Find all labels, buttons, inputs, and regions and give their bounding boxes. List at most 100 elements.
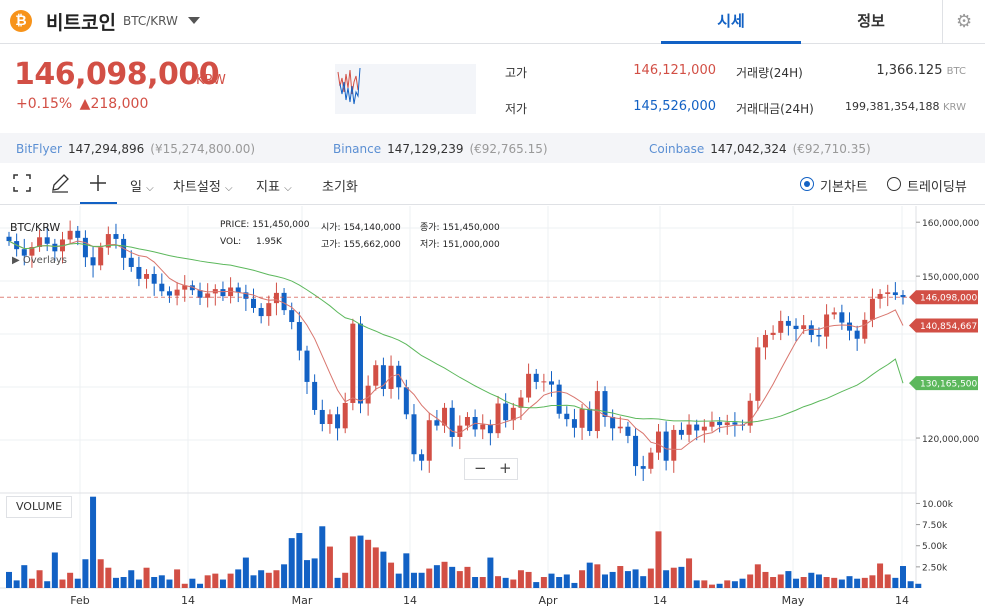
current-price: 146,098,000 [14, 57, 220, 92]
amount-value: 199,381,354,188 [845, 100, 940, 113]
candle-body [533, 373, 539, 382]
fullscreen-icon[interactable] [12, 171, 32, 195]
candle-body [793, 325, 799, 330]
volume-bar [410, 572, 417, 588]
candle-body [411, 414, 417, 455]
tradingview-radio[interactable] [887, 177, 901, 191]
volume-bar [456, 571, 463, 588]
exchange-name[interactable]: Binance [333, 142, 382, 156]
volume-bar [540, 577, 547, 588]
x-tick-label: 14 [653, 594, 667, 607]
volume-bar [135, 579, 142, 588]
volume-bar [181, 583, 188, 588]
indicators-dropdown[interactable]: 지표 ⌵ [256, 176, 292, 195]
basic-chart-radio[interactable] [800, 177, 814, 191]
chart-settings-label: 차트설정 [173, 180, 221, 195]
volume-bar [464, 566, 471, 588]
zoom-controls: − + [464, 458, 518, 480]
volume-bar [655, 531, 662, 588]
candle-body [29, 247, 35, 256]
change-amount: 218,000 [90, 96, 149, 112]
ohlc-vol: VOL: 1.95K [220, 237, 282, 247]
volume-bar [838, 579, 845, 588]
candle-body [6, 236, 12, 242]
volume-bar [265, 572, 272, 588]
ohlc-close-value: 151,450,000 [442, 223, 500, 233]
candle-body [633, 435, 639, 467]
volume-bar [36, 570, 43, 588]
volume-bar [846, 576, 853, 588]
price-chart[interactable]: 160,000,000 150,000,000 120,000,000 146,098… [0, 206, 985, 615]
chart-settings-dropdown[interactable]: 차트설정 ⌵ [173, 176, 233, 195]
exchange-coinbase: Coinbase 147,042,324 (€92,710.35) [649, 142, 871, 156]
ohlc-high-label: 고가: [321, 240, 341, 250]
candle-body [487, 424, 493, 434]
overlays-toggle[interactable]: ▶ Overlays [12, 255, 67, 266]
price-tag-ma-long-bg [909, 376, 978, 391]
exchange-price: 147,294,896 [67, 142, 145, 156]
volume-bar [800, 577, 807, 588]
candle-body [762, 334, 768, 348]
candle-body [266, 303, 272, 317]
pencil-icon[interactable] [49, 171, 71, 195]
volume-bar [777, 574, 784, 588]
ohlc-price-label: PRICE: [220, 220, 250, 230]
chevron-down-icon[interactable] [188, 17, 200, 24]
exchange-prices: BitFlyer 147,294,896 (¥15,274,800.00) Bina… [0, 133, 985, 163]
crosshair-tool[interactable] [80, 163, 117, 204]
reset-button[interactable]: 초기화 [322, 180, 358, 195]
coin-pair[interactable]: BTC/KRW [123, 14, 178, 28]
volume-bar [273, 570, 280, 588]
candle-body [495, 403, 501, 434]
volume-bar [533, 582, 540, 588]
volume-bar [227, 573, 234, 588]
volume-bar [487, 557, 494, 588]
candle-body [564, 413, 570, 420]
volume-bar [326, 546, 333, 588]
y-tick-label: 150,000,000 [922, 273, 980, 283]
volume-bar [319, 526, 326, 588]
candle-body [396, 365, 402, 388]
ohlc-low-value: 151,000,000 [442, 240, 500, 250]
period-label: 일 [130, 180, 142, 195]
coin-name[interactable]: 비트코인 [46, 12, 116, 34]
candle-body [67, 230, 73, 240]
candle-body [380, 365, 386, 389]
volume-bar [602, 574, 608, 588]
candle-body [21, 249, 27, 256]
candle-body [556, 384, 562, 414]
ohlc-low-label: 저가: [420, 240, 440, 250]
candle-body [434, 420, 440, 426]
volume-bar [13, 580, 20, 588]
period-dropdown[interactable]: 일 ⌵ [130, 176, 154, 195]
low-label: 저가 [505, 102, 528, 116]
volume-bar [365, 539, 372, 588]
volume-bar [861, 577, 868, 588]
volume-bar [418, 572, 425, 588]
change-percent: +0.15% [16, 96, 73, 112]
volume-bar [785, 571, 792, 588]
volume-unit: BTC [946, 66, 966, 77]
zoom-out-button[interactable]: − [474, 459, 487, 477]
settings-button[interactable]: ⚙ [942, 0, 985, 44]
volume-bar [197, 583, 204, 588]
candle-body [694, 424, 700, 431]
current-price-unit: KRW [196, 73, 226, 88]
volume-bar [548, 573, 555, 588]
high-label: 고가 [505, 66, 528, 80]
tab-info[interactable]: 정보 [857, 12, 885, 30]
volume-bar [334, 577, 341, 588]
volume-bar [563, 574, 570, 588]
candle-body [464, 416, 470, 426]
volume-tick-label: 5.00k [922, 542, 948, 552]
volume-bar [716, 583, 723, 588]
tradingview-label[interactable]: 트레이딩뷰 [907, 180, 967, 195]
zoom-in-button[interactable]: + [499, 459, 512, 477]
tab-quote[interactable]: 시세 [661, 0, 801, 44]
x-tick-label: Apr [538, 594, 558, 607]
basic-chart-label[interactable]: 기본차트 [820, 180, 868, 195]
exchange-name[interactable]: BitFlyer [16, 142, 62, 156]
exchange-name[interactable]: Coinbase [649, 142, 705, 156]
candle-body [801, 325, 807, 330]
candle-body [281, 292, 287, 311]
